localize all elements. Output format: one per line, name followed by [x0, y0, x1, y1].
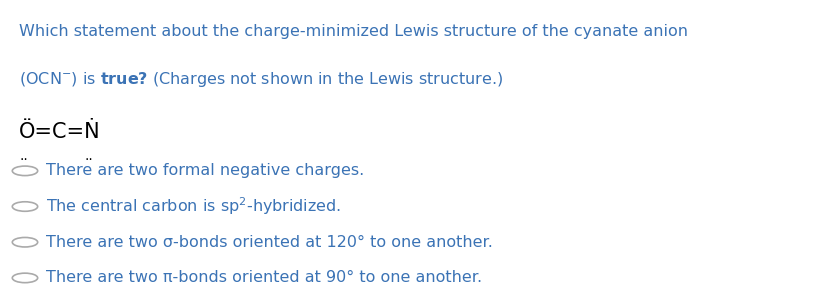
Text: ··: ·· — [19, 153, 28, 167]
Text: Which statement about the charge-minimized Lewis structure of the cyanate anion: Which statement about the charge-minimiz… — [18, 24, 688, 38]
Text: ··: ·· — [84, 153, 93, 167]
Text: Ö=C=Ṅ: Ö=C=Ṅ — [18, 122, 100, 142]
Text: There are two σ-bonds oriented at 120° to one another.: There are two σ-bonds oriented at 120° t… — [47, 235, 493, 250]
Text: There are two formal negative charges.: There are two formal negative charges. — [47, 163, 364, 178]
Text: There are two π-bonds oriented at 90° to one another.: There are two π-bonds oriented at 90° to… — [47, 270, 483, 285]
Text: (OCN$^{-}$) is $\bf{true?}$ (Charges not shown in the Lewis structure.): (OCN$^{-}$) is $\bf{true?}$ (Charges not… — [18, 70, 503, 89]
Text: The central carbon is sp$^{2}$-hybridized.: The central carbon is sp$^{2}$-hybridize… — [47, 196, 342, 217]
